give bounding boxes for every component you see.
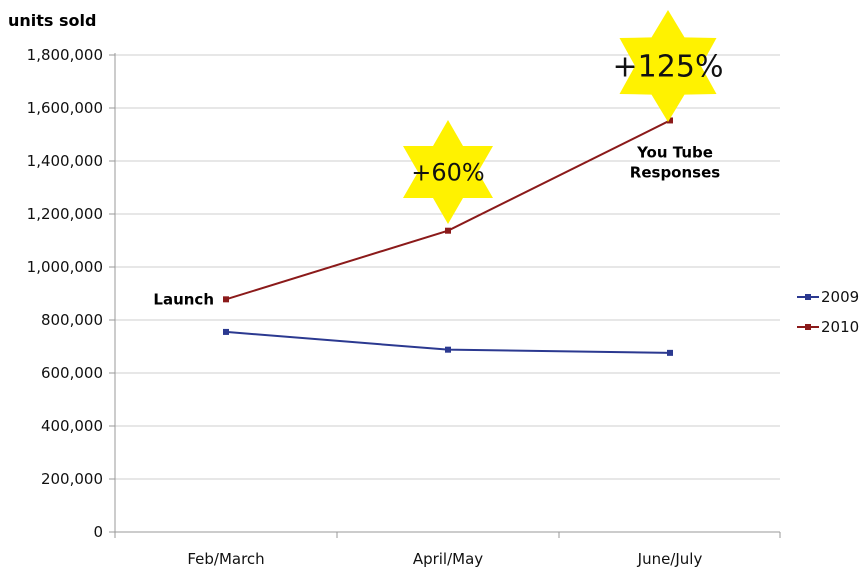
y-tick-label: 0 [93, 523, 103, 541]
series-layer [223, 117, 673, 356]
y-tick-label: 800,000 [41, 311, 103, 329]
y-tick-label: 1,000,000 [27, 258, 103, 276]
data-point-2010 [445, 227, 451, 234]
y-tick-label: 1,800,000 [27, 46, 103, 64]
data-point-2009 [445, 346, 451, 353]
grid-layer [115, 54, 780, 480]
y-axis-title: units sold [8, 11, 96, 30]
y-tick-label: 1,200,000 [27, 205, 103, 223]
legend-label-2010: 2010 [821, 318, 859, 336]
x-tick-label: Feb/March [187, 550, 264, 568]
axis-layer: 0 200,000 400,000 600,000 800,000 1,000,000 1,… [27, 46, 781, 568]
annotation-line: Responses [630, 163, 720, 181]
highlight-layer: +60% +125% [403, 10, 723, 224]
annotation-label: Launch [153, 290, 214, 308]
highlight-label: +60% [411, 158, 484, 186]
y-tick-label: 1,400,000 [27, 152, 103, 170]
data-point-2009 [667, 349, 673, 356]
legend-label-2009: 2009 [821, 288, 859, 306]
highlight-label: +125% [613, 50, 724, 85]
annotation-layer: Launch You Tube Responses [153, 143, 720, 308]
x-tick-label: June/July [637, 550, 703, 568]
data-point-2010 [223, 296, 229, 303]
y-tick-label: 200,000 [41, 470, 103, 488]
annotation-label: You Tube Responses [630, 143, 720, 181]
highlight-star [619, 10, 717, 122]
legend: 2009 2010 [797, 288, 859, 336]
legend-marker-2010 [805, 324, 811, 330]
legend-marker-2009 [805, 294, 811, 300]
x-tick-label: April/May [413, 550, 483, 568]
y-tick-label: 400,000 [41, 417, 103, 435]
annotation-line: You Tube [636, 143, 713, 161]
y-tick-label: 1,600,000 [27, 99, 103, 117]
data-point-2009 [223, 328, 229, 335]
data-point-2010 [667, 117, 673, 124]
highlight-star [403, 120, 493, 224]
y-tick-label: 600,000 [41, 364, 103, 382]
